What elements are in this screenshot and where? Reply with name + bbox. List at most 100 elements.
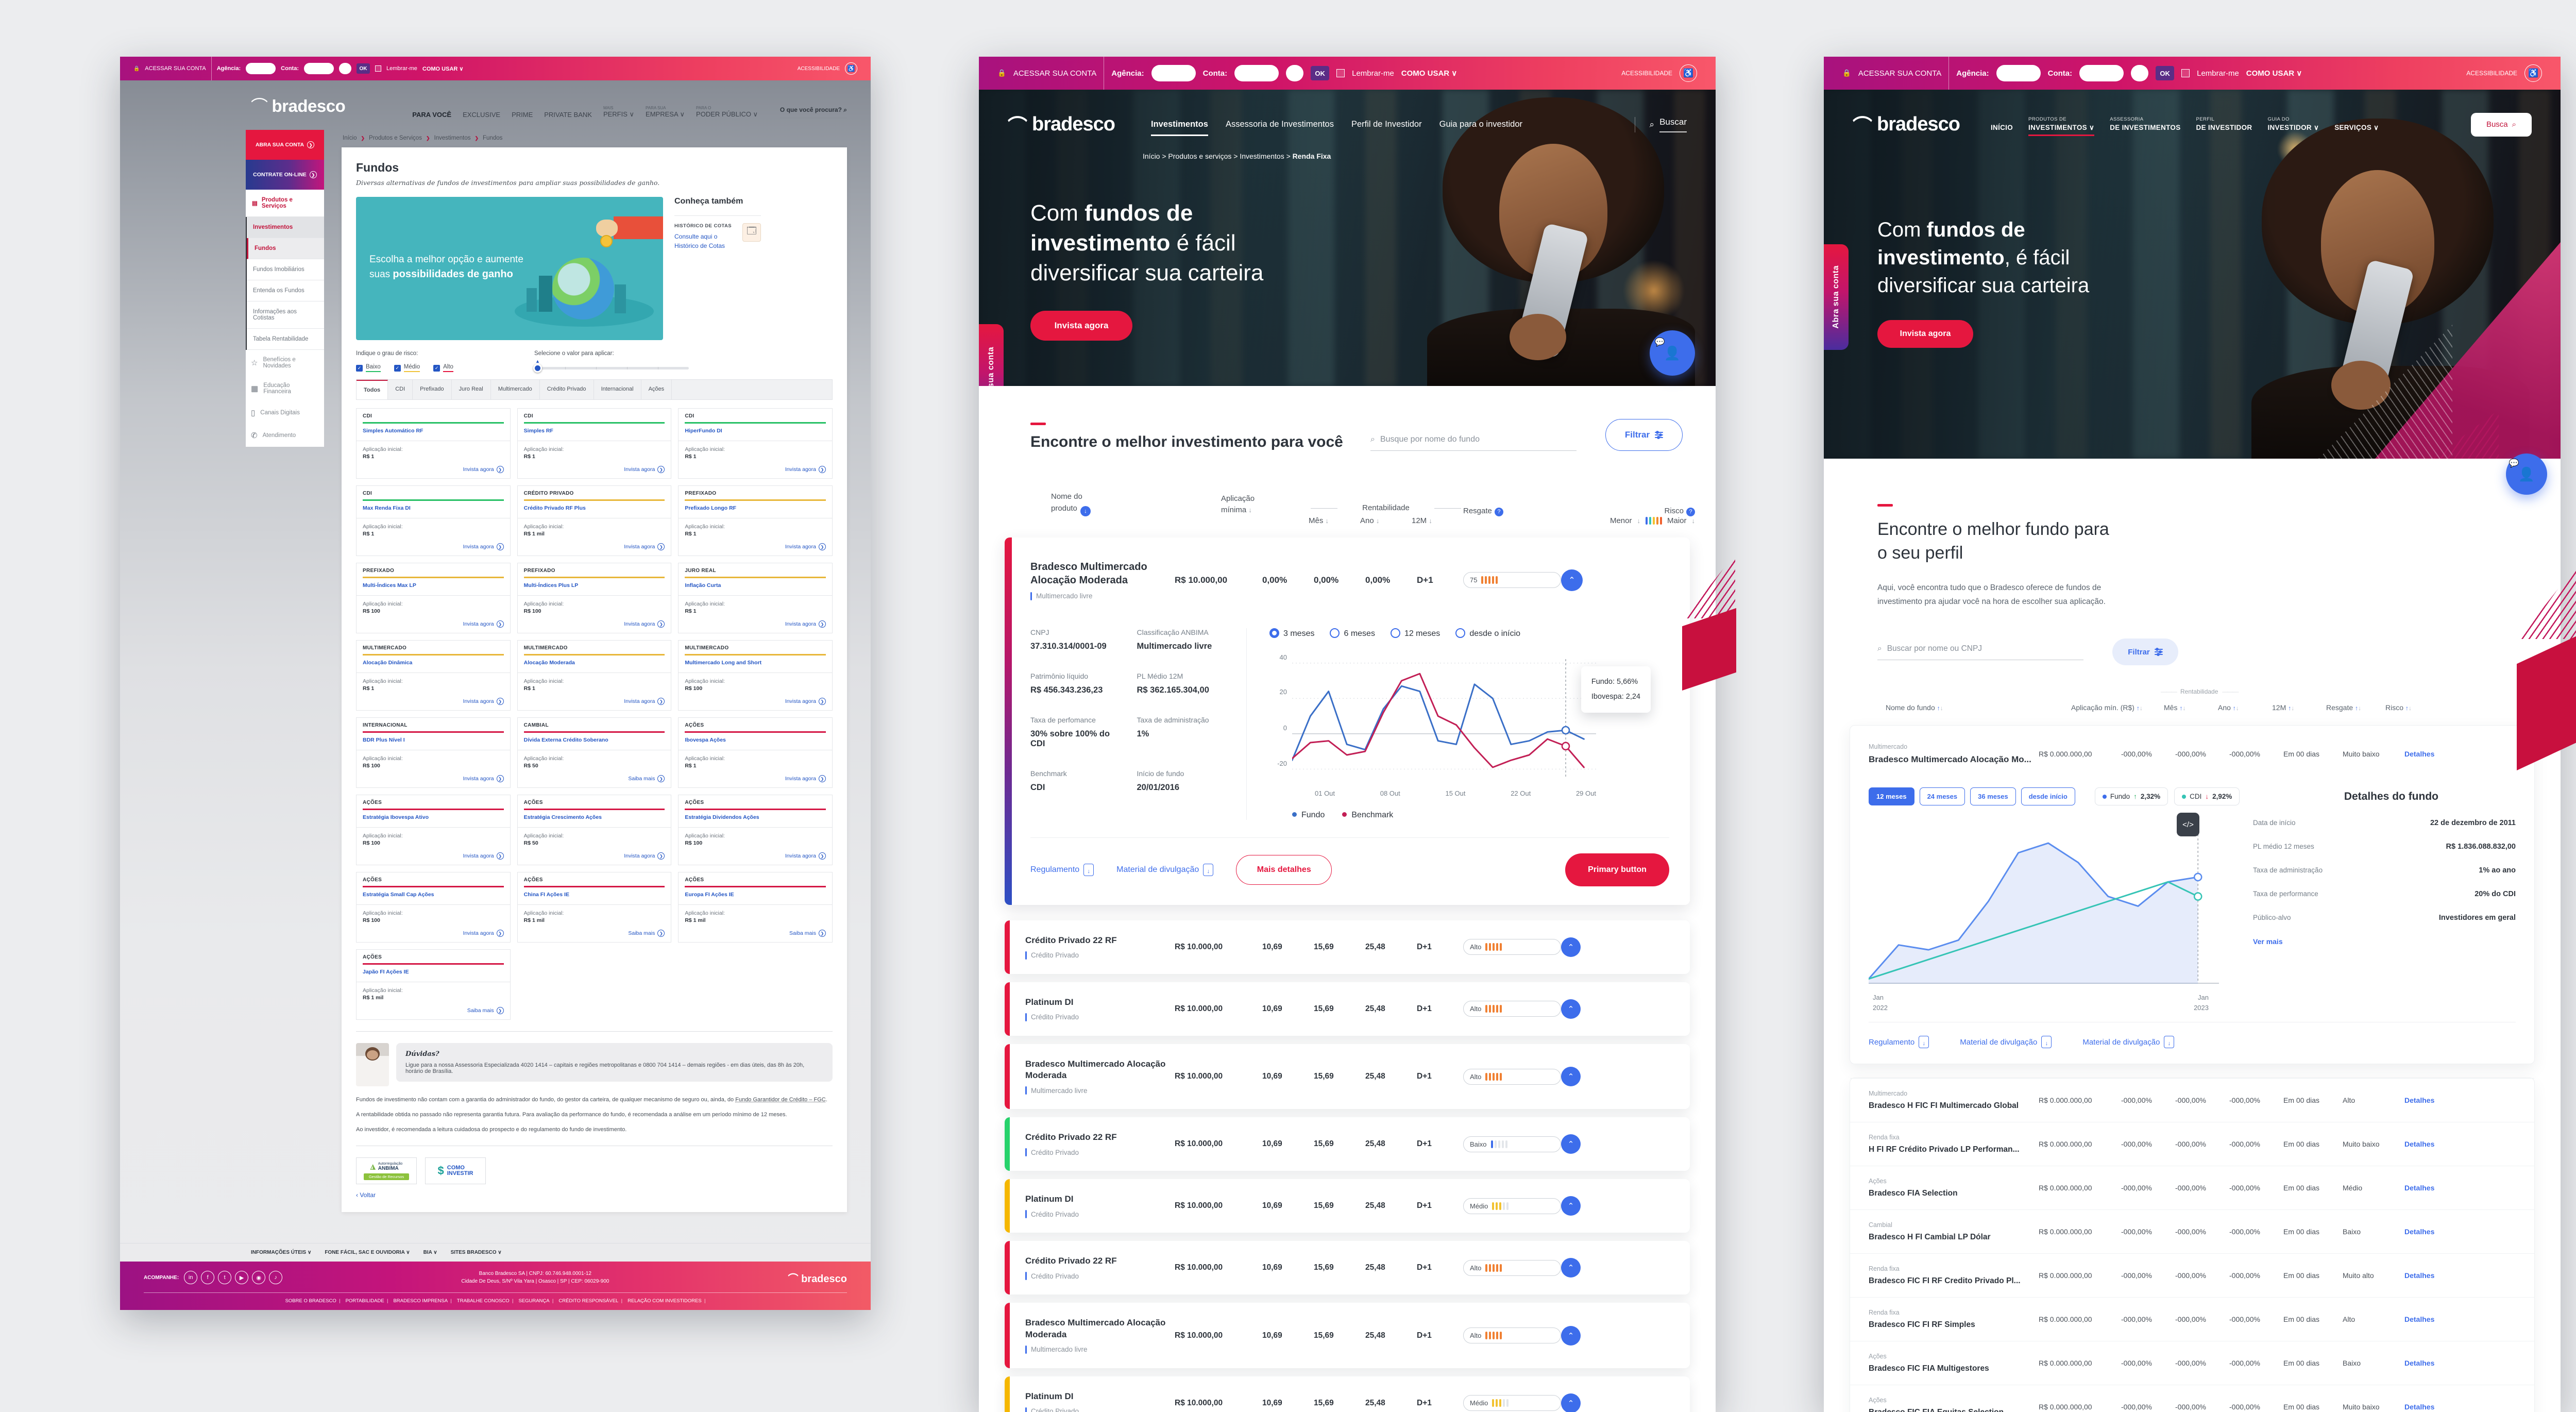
fund-name[interactable]: Bradesco Multimercado Alocação Moderada xyxy=(1030,561,1147,586)
expand-chevron-button[interactable]: ⌃ xyxy=(1561,1393,1581,1412)
accessibility-icon[interactable]: ♿ xyxy=(2524,64,2542,82)
invest-link[interactable]: Saiba mais ❯ xyxy=(679,923,832,942)
fund-name-link[interactable]: China FI Ações IE xyxy=(517,887,671,905)
invest-link[interactable]: Invista agora ❯ xyxy=(518,692,671,710)
filtrar-button[interactable]: Filtrar xyxy=(2112,638,2178,666)
document-link[interactable]: Material de divulgação ↓ xyxy=(2082,1036,2175,1049)
sidebar-icon-item[interactable]: ▦ Educação Financeira xyxy=(251,382,291,395)
login-link[interactable]: ACESSAR SUA CONTA xyxy=(145,65,206,72)
voltar-link[interactable]: ‹ Voltar xyxy=(356,1191,376,1199)
social-icon[interactable]: f xyxy=(201,1271,215,1284)
fund-row[interactable]: Cambial Bradesco H FI Cambial LP Dólar R… xyxy=(1850,1209,2534,1253)
fund-name-link[interactable]: Multi-Índices Max LP xyxy=(357,578,510,596)
historico-cotas-link[interactable]: Consulte aqui o Histórico de Cotas xyxy=(674,233,725,249)
slider-thumb[interactable] xyxy=(533,364,542,373)
sidebar-icon-item[interactable]: ☆ Benefícios e Novidades xyxy=(251,357,296,369)
detalhes-link[interactable]: Detalhes xyxy=(2404,1184,2435,1192)
category-tab[interactable]: Todos xyxy=(357,380,388,399)
checkbox-icon[interactable]: ✓ xyxy=(356,364,363,372)
nav-item[interactable]: SERVIÇOS ∨ xyxy=(2334,123,2379,131)
col-risco[interactable]: Risco ↑↓ xyxy=(2385,703,2412,712)
fund-row[interactable]: Ações Bradesco FIC FIA Equitas Selection… xyxy=(1850,1385,2534,1412)
social-icon[interactable]: ♪ xyxy=(269,1271,283,1284)
col-nome[interactable]: Nome do produto ↓ xyxy=(1051,491,1221,516)
invest-link[interactable]: Saiba mais ❯ xyxy=(357,1001,510,1019)
invest-link[interactable]: Invista agora ❯ xyxy=(357,769,510,787)
sidebar-item[interactable]: Investimentos xyxy=(247,217,324,238)
primary-button[interactable]: Primary button xyxy=(1565,853,1669,886)
search-button[interactable]: ⌕ Buscar xyxy=(1634,116,1687,132)
risk-checkbox[interactable]: ✓ Alto xyxy=(433,364,453,372)
lembrar-checkbox[interactable] xyxy=(375,65,381,72)
period-tab[interactable]: 36 meses xyxy=(1970,787,2016,806)
period-tab[interactable]: 12 meses xyxy=(1869,787,1914,806)
invest-link[interactable]: Invista agora ❯ xyxy=(357,537,510,556)
social-icon[interactable]: ◉ xyxy=(252,1271,266,1284)
sidebar-icon-item[interactable]: ▯ Canais Digitais xyxy=(251,409,300,417)
invest-link[interactable]: Saiba mais ❯ xyxy=(518,769,671,787)
bradesco-logo[interactable]: ⌒ bradesco xyxy=(1853,110,1960,139)
fund-name-link[interactable]: Alocação Dinâmica xyxy=(357,655,510,673)
invest-link[interactable]: Invista agora ❯ xyxy=(518,846,671,865)
ver-mais-link[interactable]: Ver mais xyxy=(2253,937,2283,946)
fund-name-link[interactable]: Inflação Curta xyxy=(679,578,832,596)
regulamento-link[interactable]: Regulamento ↓ xyxy=(1030,863,1094,876)
expand-chevron-button[interactable]: ⌃ xyxy=(1561,1134,1581,1154)
category-tab[interactable]: Internacional xyxy=(594,380,641,399)
fund-row[interactable]: Renda fixa Bradesco FIC FI RF Simples R$… xyxy=(1850,1297,2534,1341)
col-resgate[interactable]: Resgate ↑↓ xyxy=(2326,703,2362,712)
col-ano[interactable]: Ano ↓ xyxy=(1360,516,1380,525)
bradesco-logo[interactable]: ⌒ bradesco xyxy=(251,94,346,119)
invest-link[interactable]: Invista agora ❯ xyxy=(679,460,832,478)
ok-button[interactable]: OK xyxy=(2156,66,2175,80)
period-radio[interactable]: 12 meses xyxy=(1390,628,1440,638)
category-tab[interactable]: CDI xyxy=(388,380,413,399)
social-icon[interactable]: in xyxy=(184,1271,198,1284)
category-tab[interactable]: Multimercado xyxy=(491,380,540,399)
login-link[interactable]: ACESSAR SUA CONTA xyxy=(1858,69,1942,78)
detalhes-link[interactable]: Detalhes xyxy=(2404,1140,2435,1149)
nav-item[interactable]: ASSESSORIA DE INVESTIMENTOS xyxy=(2110,116,2181,131)
category-tab[interactable]: Juro Real xyxy=(452,380,491,399)
abra-sua-conta-button[interactable]: ABRA SUA CONTA ❯ xyxy=(246,130,324,160)
document-link[interactable]: Regulamento ↓ xyxy=(1869,1036,1929,1049)
nav-item[interactable]: PARA O PODER PÚBLICO ∨ xyxy=(696,106,758,118)
agencia-input[interactable] xyxy=(1151,65,1196,81)
social-icon[interactable]: ▶ xyxy=(235,1271,249,1284)
bradesco-logo[interactable]: ⌒ bradesco xyxy=(1008,110,1115,139)
col-risco[interactable]: Risco? xyxy=(1510,507,1695,516)
breadcrumb[interactable]: Início > Produtos e serviços > Investime… xyxy=(1143,152,1331,160)
period-tab[interactable]: desde início xyxy=(2021,787,2075,806)
footer-link[interactable]: PORTABILIDADE | xyxy=(345,1298,388,1304)
nav-item[interactable]: PRIME xyxy=(512,111,533,119)
detalhes-link[interactable]: Detalhes xyxy=(2404,1228,2435,1236)
performance-chart[interactable] xyxy=(1868,819,2219,984)
fgc-link[interactable]: Fundo Garantidor de Crédito – FGC xyxy=(735,1097,826,1103)
conta-input[interactable] xyxy=(1234,65,1279,81)
nav-item[interactable]: GUIA DO INVESTIDOR ∨ xyxy=(2267,116,2319,131)
sidebar-item[interactable]: Informações aos Cotistas xyxy=(247,301,324,329)
filtrar-button[interactable]: Filtrar xyxy=(1605,419,1683,451)
detalhes-link[interactable]: Detalhes xyxy=(2404,1271,2435,1280)
nav-item[interactable]: INÍCIO xyxy=(1990,123,2013,131)
checkbox-icon[interactable]: ✓ xyxy=(394,364,401,372)
acessibilidade-label[interactable]: ACESSIBILIDADE xyxy=(1621,70,1672,77)
fund-row[interactable]: Crédito Privado 22 RF Crédito Privado R$… xyxy=(1005,920,1690,974)
performance-chart[interactable] xyxy=(1291,656,1596,780)
invest-link[interactable]: Invista agora ❯ xyxy=(679,846,832,865)
lembrar-checkbox[interactable] xyxy=(1336,69,1345,77)
invista-agora-button[interactable]: Invista agora xyxy=(1030,311,1132,341)
como-usar-menu[interactable]: COMO USAR ∨ xyxy=(1401,69,1458,78)
fund-name-link[interactable]: Ibovespa Ações xyxy=(679,733,832,750)
col-mes[interactable]: Mês ↑↓ xyxy=(2164,703,2186,712)
material-divulgacao-link[interactable]: Material de divulgação ↓ xyxy=(1116,863,1214,876)
invest-link[interactable]: Invista agora ❯ xyxy=(518,460,671,478)
fund-name-link[interactable]: Multi-Índices Plus LP xyxy=(517,578,671,596)
fund-row[interactable]: Bradesco Multimercado Alocação Moderada … xyxy=(1005,1044,1690,1110)
radio-icon[interactable] xyxy=(1455,628,1466,638)
fund-name-link[interactable]: Estratégia Ibovespa Ativo xyxy=(357,810,510,828)
expand-chevron-button[interactable]: ⌃ xyxy=(1561,1325,1581,1346)
invest-link[interactable]: Invista agora ❯ xyxy=(357,614,510,633)
expand-chevron-button[interactable]: ⌃ xyxy=(1561,999,1581,1019)
category-tab[interactable]: Prefixado xyxy=(413,380,452,399)
